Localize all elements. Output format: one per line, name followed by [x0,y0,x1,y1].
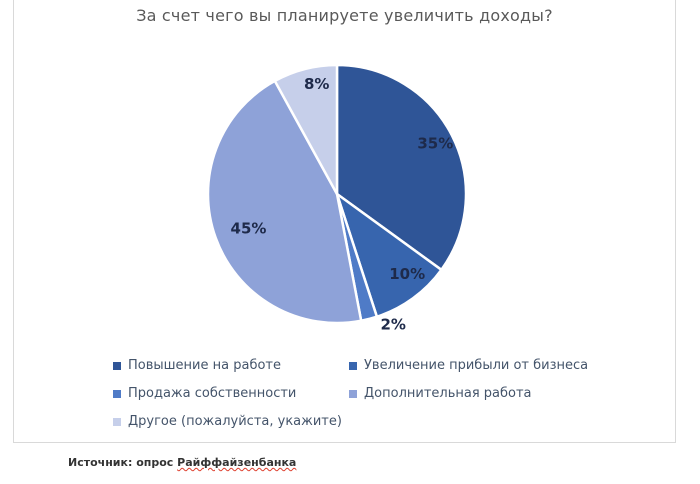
legend-item-0[interactable]: Повышение на работе [113,358,349,373]
legend-marker-icon [349,361,357,370]
legend-label: Увеличение прибыли от бизнеса [364,358,589,373]
legend-label: Продажа собственности [128,386,297,401]
source-note: Источник: опрос Райффайзенбанка [68,456,296,469]
pie-slice-3[interactable] [206,79,363,325]
legend-item-3[interactable]: Дополнительная работа [349,386,588,401]
data-label-4: 8% [304,75,329,93]
data-label-2: 2% [380,315,405,333]
legend-item-1[interactable]: Увеличение прибыли от бизнеса [349,358,588,373]
source-prefix: Источник: опрос [68,456,178,469]
legend-marker-icon [349,389,357,398]
legend-item-2[interactable]: Продажа собственности [113,386,349,401]
legend-marker-icon [113,417,121,426]
legend-item-4[interactable]: Другое (пожалуйста, укажите) [113,414,349,429]
chart-legend: Повышение на работе Увеличение прибыли от… [113,358,588,429]
legend-label: Повышение на работе [128,358,281,373]
pie-slice-1[interactable] [335,192,443,318]
legend-label: Другое (пожалуйста, укажите) [128,414,342,429]
legend-marker-icon [113,389,121,398]
legend-label: Дополнительная работа [364,386,532,401]
data-label-3: 45% [231,219,267,237]
source-word-misspelled: Райффайзенбанка [177,456,297,469]
data-label-0: 35% [417,135,453,153]
pie-slice-0[interactable] [335,63,468,272]
data-label-1: 10% [389,265,425,283]
pie-slice-4[interactable] [273,63,339,196]
legend-marker-icon [113,361,121,370]
chart-title: За счет чего вы планируете увеличить дох… [136,6,553,25]
